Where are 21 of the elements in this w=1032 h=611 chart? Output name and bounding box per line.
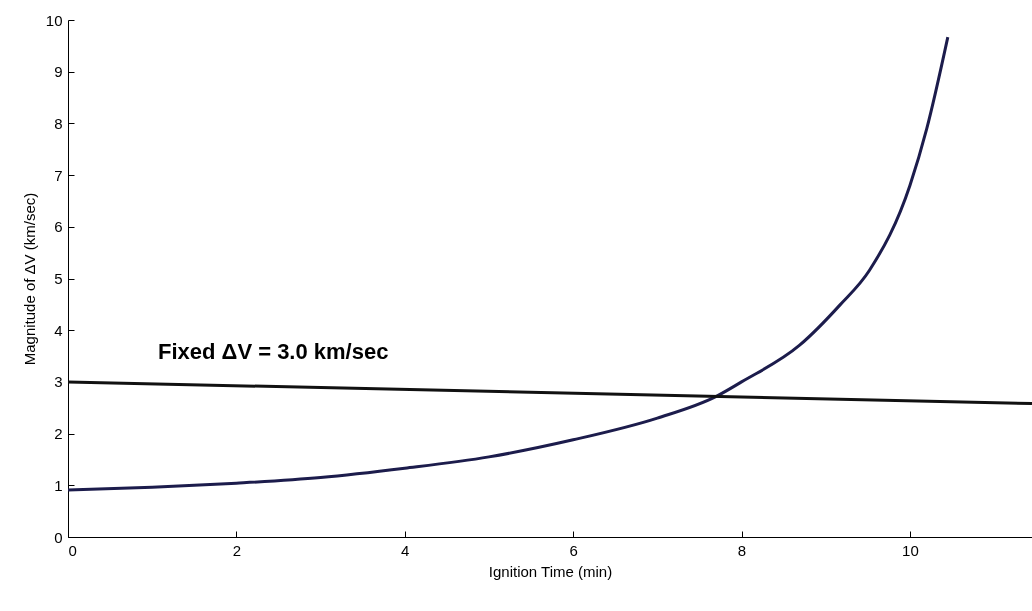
y-tick-label: 1	[54, 476, 63, 494]
y-tick-label: 10	[45, 11, 63, 29]
y-tick-label: 3	[54, 373, 63, 391]
y-tick-label: 9	[54, 63, 63, 81]
line-series	[68, 35, 950, 492]
x-axis-title: Ignition Time (min)	[488, 562, 613, 580]
y-axis-title: Magnitude of ΔV (km/sec)	[20, 192, 38, 366]
x-tick-label: 4	[401, 541, 410, 559]
y-tick-label: 8	[54, 114, 63, 132]
x-tick-label: 8	[737, 541, 747, 559]
x-tick-label: 6	[569, 541, 578, 559]
x-tick-label: 10	[902, 541, 919, 559]
y-tick-label: 4	[54, 321, 63, 339]
y-tick-label: 0	[54, 528, 63, 546]
x-tick-label: 0	[68, 541, 77, 559]
y-tick-label: 6	[54, 218, 63, 236]
x-tick-label: 2	[232, 541, 242, 559]
y-tick-label: 5	[54, 270, 63, 287]
annotation: Fixed ΔV = 3.0 km/sec	[158, 339, 389, 364]
y-tick-label: 2	[54, 425, 63, 443]
y-tick-label: 7	[54, 166, 63, 184]
